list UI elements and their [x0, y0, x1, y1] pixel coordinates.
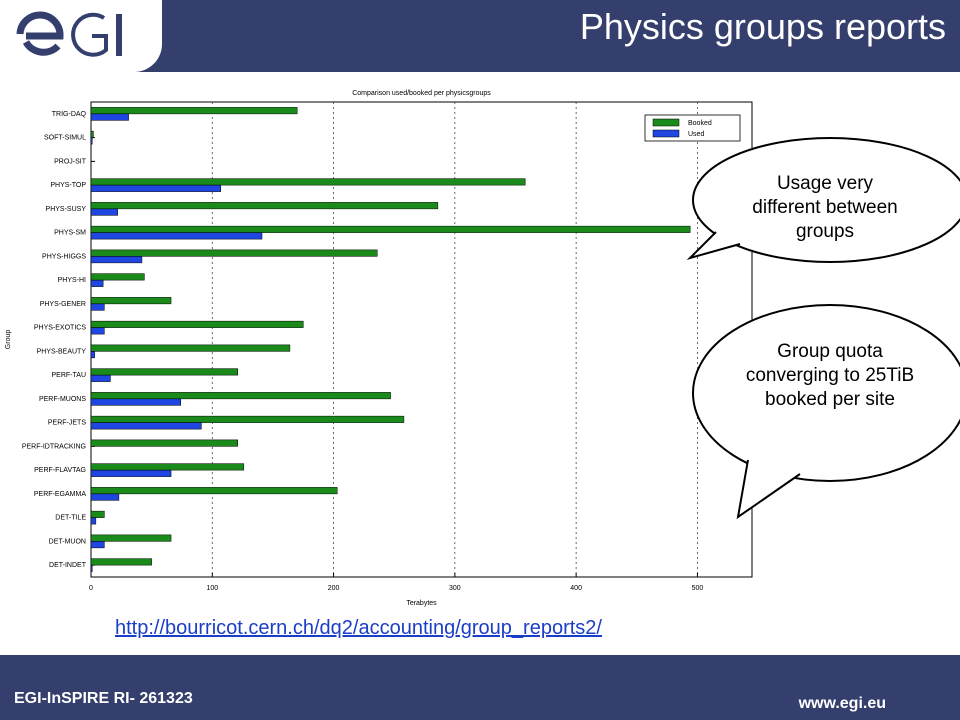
- group-reports-link[interactable]: http://bourricot.cern.ch/dq2/accounting/…: [115, 617, 602, 639]
- header-bar: Physics groups reports: [0, 0, 960, 72]
- y-tick-label: DET-TILE: [55, 515, 86, 522]
- legend-swatch-used: [652, 129, 680, 138]
- x-tick-label: 0: [89, 585, 93, 592]
- plot-area: [90, 101, 753, 578]
- bar-booked: [90, 130, 94, 138]
- bar-booked: [90, 249, 378, 257]
- chart-svg: 0 100 200 300 400 500 TRIG-DAQ SOFT-SIMUL PROJ-S…: [5, 90, 753, 607]
- y-tick-label: PHYS-SUSY: [46, 206, 87, 213]
- bar-booked: [90, 273, 145, 281]
- x-tick-label: 100: [206, 585, 218, 592]
- y-tick-label: PHYS-HI: [58, 277, 86, 284]
- footer-website: www.egi.eu: [798, 695, 886, 712]
- y-tick-label: PERF-MUONS: [39, 396, 86, 403]
- bar-booked: [90, 558, 152, 566]
- x-tick-label: 200: [328, 585, 340, 592]
- bar-booked: [90, 368, 239, 376]
- y-tick-label: PERF-EGAMMA: [34, 491, 86, 498]
- y-tick-label: PHYS-BEAUTY: [37, 348, 87, 355]
- bar-booked: [90, 107, 298, 115]
- legend-label-used: Used: [688, 131, 704, 138]
- bar-used: [90, 232, 263, 240]
- bar-used: [90, 137, 93, 145]
- bar-used: [90, 303, 105, 311]
- footer-bar: EGI-InSPIRE RI- 261323 www.egi.eu: [0, 655, 960, 720]
- bar-used: [90, 398, 182, 406]
- y-tick-label: PERF-JETS: [48, 420, 86, 427]
- y-tick-label: PHYS-SM: [54, 230, 86, 237]
- bar-used: [90, 469, 172, 477]
- callout-text-quota: Group quota converging to 25TiB booked p…: [745, 341, 915, 410]
- bar-used: [90, 493, 120, 501]
- footer-project-id: EGI-InSPIRE RI- 261323: [14, 690, 193, 707]
- bar-used: [90, 422, 202, 430]
- bar-booked: [90, 225, 691, 233]
- bar-chart: 0 100 200 300 400 500 TRIG-DAQ SOFT-SIMUL PROJ-S…: [0, 80, 770, 620]
- y-tick-label: DET-INDET: [49, 562, 87, 569]
- bar-booked: [90, 297, 172, 305]
- y-tick-label: PERF-IDTRACKING: [22, 443, 86, 450]
- bar-used: [90, 374, 111, 382]
- bar-booked: [90, 415, 405, 423]
- y-tick-label: DET-MUON: [49, 538, 86, 545]
- bar-booked: [90, 439, 239, 447]
- bar-used: [90, 564, 93, 572]
- legend-swatch-booked: [652, 118, 680, 127]
- bar-used: [90, 327, 105, 335]
- bar-used: [90, 113, 129, 121]
- y-tick-label: TRIG-DAQ: [52, 111, 87, 118]
- callout-text-usage: Usage very different between groups: [752, 173, 898, 242]
- y-tick-label: PERF-FLAVTAG: [34, 467, 86, 474]
- chart-title: Comparison used/booked per physicsgroups: [352, 90, 491, 97]
- bar-booked: [90, 534, 172, 542]
- y-tick-label: PROJ-SIT: [54, 158, 87, 165]
- bar-booked: [90, 463, 245, 471]
- x-tick-label: 300: [449, 585, 461, 592]
- bar-booked: [90, 202, 439, 210]
- page-title: Physics groups reports: [579, 6, 946, 47]
- bar-used: [90, 541, 105, 549]
- y-axis-label: Group: [5, 330, 12, 350]
- bar-used: [90, 184, 222, 192]
- bar-used: [90, 351, 95, 359]
- y-tick-label: PERF-TAU: [52, 372, 86, 379]
- x-axis-label: Terabytes: [406, 600, 437, 607]
- bar-booked: [90, 392, 391, 400]
- bar-booked: [90, 344, 291, 352]
- bar-booked: [90, 320, 304, 328]
- y-tick-label: PHYS-GENER: [40, 301, 86, 308]
- bar-booked: [90, 487, 338, 495]
- x-tick-label: 500: [692, 585, 704, 592]
- egi-logo: [0, 0, 162, 72]
- legend-label-booked: Booked: [688, 120, 712, 127]
- y-tick-label: SOFT-SIMUL: [44, 135, 86, 142]
- bar-used: [90, 517, 97, 525]
- y-tick-label: PHYS-EXOTICS: [34, 325, 86, 332]
- bar-used: [90, 279, 104, 287]
- bar-booked: [90, 178, 526, 186]
- bar-used: [90, 208, 118, 216]
- x-tick-label: 400: [570, 585, 582, 592]
- bar-booked: [90, 510, 105, 518]
- y-tick-label: PHYS-TOP: [50, 182, 86, 189]
- y-tick-label: PHYS-HIGGS: [42, 253, 86, 260]
- bar-used: [90, 256, 143, 264]
